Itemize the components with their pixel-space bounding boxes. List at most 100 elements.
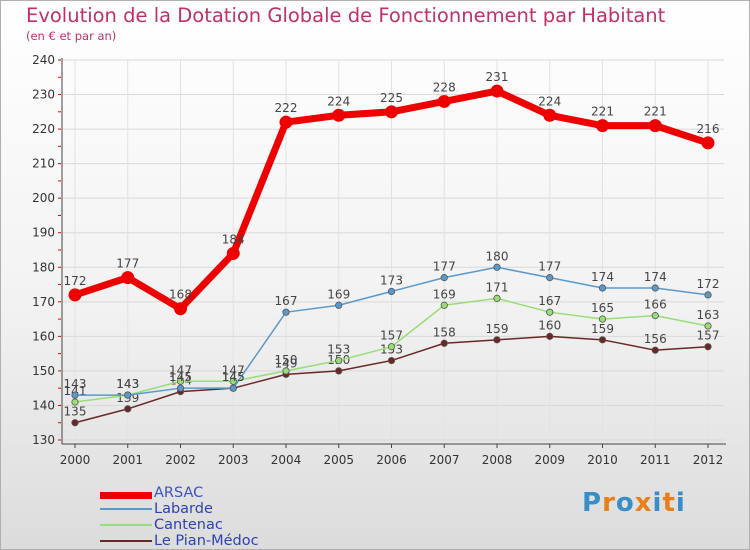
x-tick-label: 2012 [693, 453, 724, 467]
data-point-labarde [651, 284, 659, 292]
y-tick-label: 200 [32, 191, 55, 205]
x-tick-label: 2003 [218, 453, 249, 467]
y-tick-label: 130 [32, 433, 55, 447]
data-label-arsac: 184 [222, 232, 245, 246]
data-point-le-pian-m-doc [546, 332, 554, 340]
data-point-le-pian-m-doc [335, 367, 343, 375]
y-tick-label: 220 [32, 122, 55, 136]
data-point-arsac [68, 288, 82, 302]
x-tick-label: 2006 [376, 453, 407, 467]
legend-swatch [100, 540, 152, 542]
data-point-arsac [226, 246, 240, 260]
data-point-labarde [493, 263, 501, 271]
data-point-arsac [543, 108, 557, 122]
data-point-labarde [71, 391, 79, 399]
data-label-arsac: 224 [538, 94, 561, 108]
data-point-labarde [176, 384, 185, 392]
data-label-cantenac: 165 [591, 301, 614, 315]
x-tick-label: 2009 [534, 453, 565, 467]
data-point-le-pian-m-doc [387, 356, 396, 365]
x-tick-label: 2005 [323, 453, 354, 467]
data-point-labarde [229, 384, 237, 392]
data-label-le-pian-m-doc: 159 [486, 322, 509, 336]
data-point-arsac [385, 105, 398, 119]
data-label-labarde: 145 [169, 370, 192, 384]
x-tick-label: 2008 [482, 453, 513, 467]
data-point-labarde [546, 274, 554, 282]
data-label-le-pian-m-doc: 159 [591, 322, 614, 336]
legend-swatch [100, 524, 152, 526]
data-point-arsac [174, 302, 187, 316]
legend-label: Labarde [154, 501, 213, 517]
data-point-arsac [332, 108, 346, 122]
data-point-cantenac [493, 294, 501, 302]
data-label-labarde: 172 [697, 277, 720, 291]
data-label-cantenac: 147 [169, 363, 192, 377]
data-point-arsac [701, 136, 715, 150]
y-tick-label: 240 [32, 53, 55, 67]
legend-label: ARSAC [154, 485, 204, 501]
data-point-le-pian-m-doc [124, 405, 132, 413]
legend-swatch [100, 492, 152, 499]
data-label-cantenac: 157 [380, 329, 403, 343]
y-tick-label: 190 [32, 226, 55, 240]
data-point-le-pian-m-doc [493, 336, 501, 344]
data-label-arsac: 224 [327, 94, 350, 108]
data-point-cantenac [704, 322, 712, 330]
logo-letter: o [615, 488, 635, 518]
data-point-arsac [279, 115, 293, 129]
data-label-labarde: 174 [644, 270, 667, 284]
y-tick-label: 170 [32, 295, 55, 309]
data-label-cantenac: 167 [538, 294, 561, 308]
data-label-arsac: 228 [433, 80, 456, 94]
data-label-labarde: 173 [380, 273, 403, 287]
x-tick-label: 2004 [271, 453, 302, 467]
y-tick-label: 210 [32, 157, 55, 171]
data-label-arsac: 231 [486, 70, 509, 84]
data-point-cantenac [440, 301, 448, 309]
chart-subtitle: (en € et par an) [26, 29, 117, 43]
data-label-arsac: 221 [591, 105, 614, 119]
data-point-labarde [598, 284, 607, 292]
data-label-arsac: 177 [116, 257, 139, 271]
y-tick-label: 180 [32, 260, 55, 274]
data-point-labarde [124, 391, 132, 399]
x-tick-label: 2001 [112, 453, 143, 467]
data-point-labarde [387, 287, 396, 296]
data-label-arsac: 221 [644, 105, 667, 119]
y-tick-label: 140 [32, 398, 55, 412]
data-point-cantenac [282, 367, 290, 375]
data-label-le-pian-m-doc: 158 [433, 325, 456, 339]
data-point-labarde [335, 301, 343, 309]
data-label-labarde: 143 [116, 377, 139, 391]
data-label-cantenac: 166 [644, 298, 667, 312]
data-label-labarde: 167 [275, 294, 298, 308]
data-point-arsac [596, 119, 609, 133]
data-point-le-pian-m-doc [71, 419, 79, 427]
data-label-arsac: 168 [169, 288, 192, 302]
logo-letter: P [582, 488, 603, 518]
data-label-arsac: 216 [697, 122, 720, 136]
data-point-labarde [704, 291, 712, 299]
y-tick-label: 160 [32, 329, 55, 343]
data-point-cantenac [229, 377, 237, 385]
data-label-labarde: 145 [222, 370, 245, 384]
data-point-le-pian-m-doc [598, 336, 607, 344]
data-label-labarde: 177 [433, 260, 456, 274]
data-point-cantenac [71, 398, 79, 406]
data-point-le-pian-m-doc [651, 346, 659, 354]
x-tick-label: 2011 [640, 453, 671, 467]
data-point-cantenac [598, 315, 607, 323]
data-point-cantenac [335, 356, 343, 365]
data-point-le-pian-m-doc [440, 339, 448, 347]
data-label-labarde: 169 [327, 287, 350, 301]
data-label-labarde: 174 [591, 270, 614, 284]
chart-title: Evolution de la Dotation Globale de Fonc… [26, 4, 666, 27]
data-label-cantenac: 171 [486, 280, 509, 294]
data-point-cantenac [651, 312, 659, 320]
data-point-cantenac [176, 377, 185, 385]
legend-label: Le Pian-Médoc [154, 533, 259, 549]
data-point-le-pian-m-doc [704, 343, 712, 351]
data-label-cantenac: 147 [222, 363, 245, 377]
